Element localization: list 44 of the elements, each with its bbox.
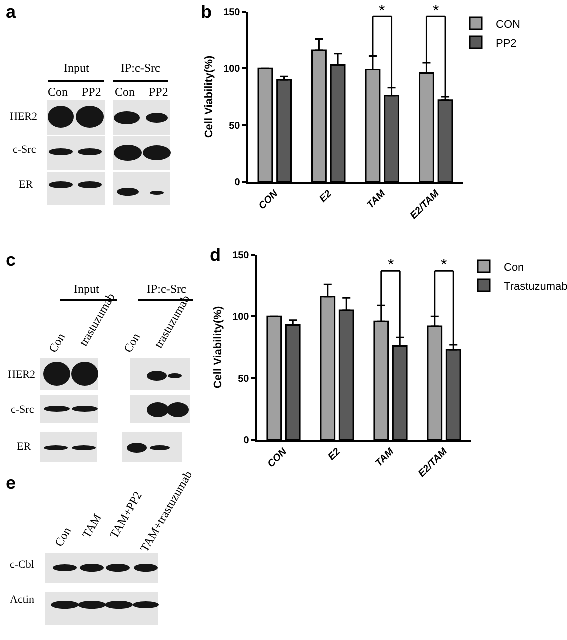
text: ER: [17, 441, 32, 453]
y-tick-label: 150: [232, 250, 250, 262]
text: Con: [48, 85, 68, 99]
text: Con: [115, 85, 136, 99]
text: PP2: [149, 85, 168, 99]
legend-label: PP2: [496, 38, 517, 50]
annotation: *: [441, 257, 448, 274]
text: Con: [120, 330, 144, 356]
text: Con: [52, 524, 74, 550]
legend-label: Trastuzumab: [504, 280, 567, 293]
text: Actin: [10, 594, 35, 606]
y-axis-title: Cell Viability(%): [204, 56, 216, 138]
chart-title: b: [201, 2, 212, 22]
text: IP:c-Src: [121, 61, 160, 75]
y-tick-label: 100: [224, 64, 241, 76]
chart-title: d: [210, 245, 221, 265]
text: Input: [74, 282, 100, 296]
text: HER2: [10, 111, 38, 123]
annotation: *: [379, 3, 386, 20]
y-tick-label: 0: [234, 178, 241, 188]
y-tick-label: 50: [238, 374, 250, 385]
text: e: [6, 473, 16, 493]
y-tick-label: 0: [244, 436, 250, 446]
text: a: [6, 2, 17, 22]
text: PP2: [82, 85, 102, 99]
text: c: [6, 250, 16, 270]
y-tick-label: 50: [229, 120, 241, 132]
text: Input: [64, 61, 90, 75]
legend-label: CON: [496, 18, 520, 31]
text: c-Cbl: [10, 559, 34, 571]
text: ER: [19, 179, 34, 191]
legend-label: Con: [504, 262, 524, 274]
text: Con: [46, 330, 68, 356]
annotation: *: [388, 257, 394, 274]
annotation: *: [433, 3, 440, 20]
x-tick-label: E2: [318, 188, 335, 206]
y-axis-title: Cell Viability(%): [212, 306, 225, 389]
text: c-Src: [13, 144, 36, 156]
y-tick-label: 150: [224, 8, 241, 18]
text: IP:c-Src: [147, 282, 186, 296]
x-tick-label: E2: [326, 446, 344, 464]
text: c-Src: [11, 404, 34, 416]
text: HER2: [8, 369, 36, 381]
y-tick-label: 100: [232, 312, 250, 324]
